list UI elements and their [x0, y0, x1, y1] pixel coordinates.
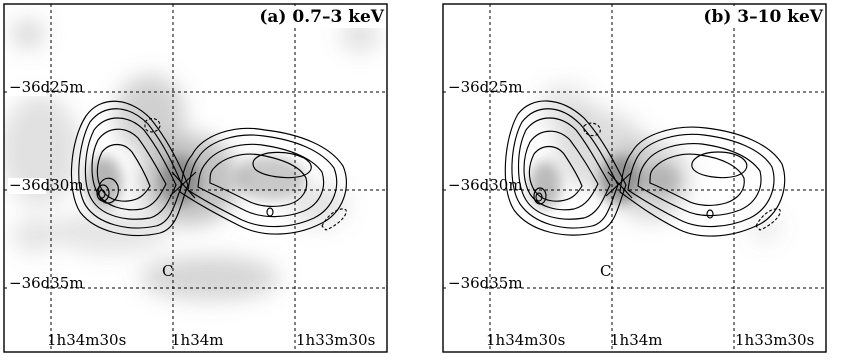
- panel-a-dec-labels: −36d25m −36d30m −36d35m: [8, 78, 84, 292]
- panel-a-marker-label: C: [162, 262, 173, 280]
- panel-b-ra-label-3: 1h33m30s: [735, 331, 814, 349]
- panel-a-ra-label-3: 1h33m30s: [296, 331, 375, 349]
- panel-a-frame: [3, 3, 388, 353]
- panel-b-image: [529, 84, 781, 242]
- panel-a-ra-label-1: 1h34m30s: [47, 331, 126, 349]
- panel-b-dec-labels: −36d25m −36d30m −36d35m: [447, 78, 523, 292]
- panel-a-dec-label-3: −36d35m: [9, 274, 84, 292]
- panel-a-ra-label-2: 1h34m: [171, 331, 224, 349]
- panel-a-title: (a) 0.7–3 keV: [259, 7, 384, 27]
- panel-b-dec-label-3: −36d35m: [448, 274, 523, 292]
- panel-a: C −36d25m −36d30m −36d35m 1h34m30s 1h34m…: [3, 3, 388, 353]
- panel-b: C −36d25m −36d30m −36d35m 1h34m30s 1h34m…: [442, 3, 827, 353]
- panel-b-ra-label-2: 1h34m: [610, 331, 663, 349]
- panel-a-dec-label-2: −36d30m: [9, 176, 84, 194]
- panel-a-ra-labels: 1h34m30s 1h34m 1h33m30s: [47, 331, 375, 349]
- panel-a-image: [4, 20, 380, 300]
- panel-b-marker: C: [600, 262, 611, 280]
- panel-b-grid: [443, 4, 826, 352]
- panel-a-dec-label-1: −36d25m: [9, 78, 84, 96]
- panel-b-ra-label-1: 1h34m30s: [486, 331, 565, 349]
- panel-a-contours: [70, 100, 347, 236]
- panel-b-marker-label: C: [600, 262, 611, 280]
- panel-a-title-group: (a) 0.7–3 keV: [230, 6, 386, 28]
- panel-b-title: (b) 3–10 keV: [703, 7, 823, 27]
- panel-a-marker: C: [162, 262, 173, 280]
- panel-b-title-group: (b) 3–10 keV: [672, 6, 825, 28]
- panel-b-dec-label-2: −36d30m: [448, 176, 523, 194]
- panel-b-ra-labels: 1h34m30s 1h34m 1h33m30s: [486, 331, 814, 349]
- panel-b-contours: [504, 100, 786, 237]
- panel-b-dec-label-1: −36d25m: [448, 78, 523, 96]
- panel-b-frame: [442, 3, 827, 353]
